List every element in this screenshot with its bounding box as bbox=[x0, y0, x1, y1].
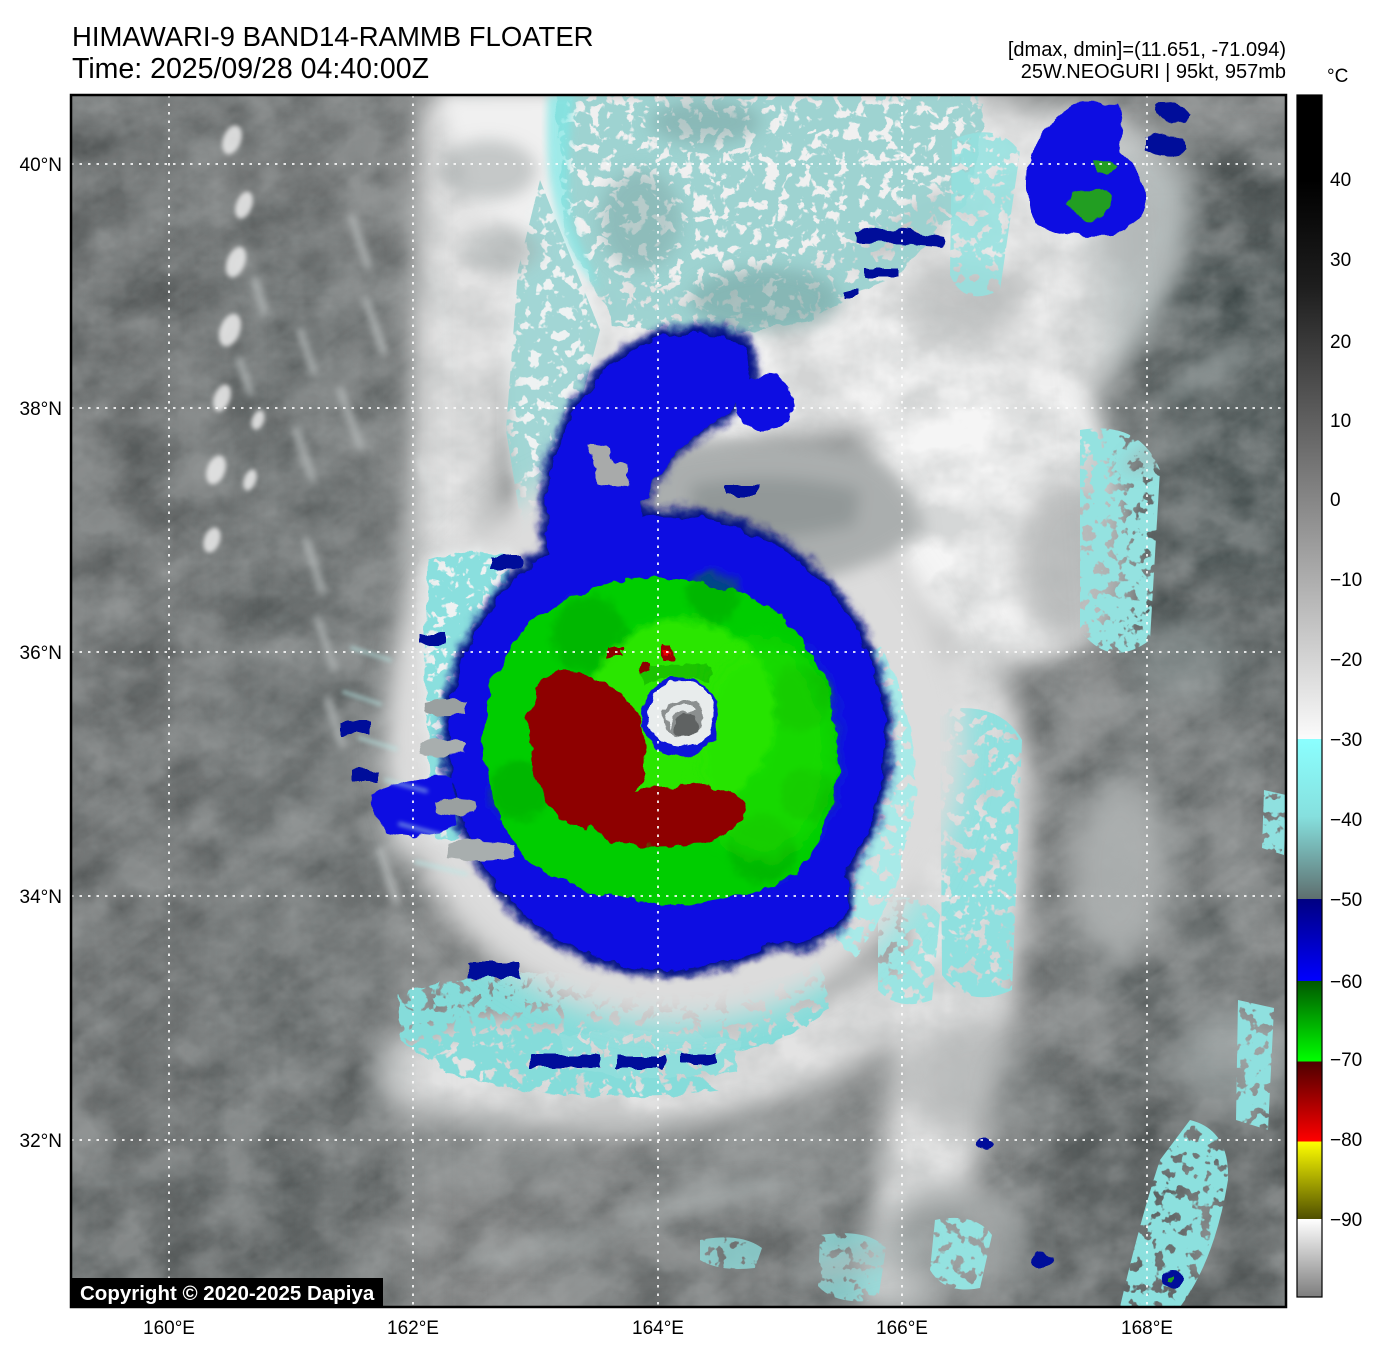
svg-text:166°E: 166°E bbox=[876, 1318, 928, 1339]
svg-text:30: 30 bbox=[1330, 250, 1351, 271]
svg-text:−60: −60 bbox=[1330, 972, 1362, 993]
svg-text:−80: −80 bbox=[1330, 1130, 1362, 1151]
svg-text:−90: −90 bbox=[1330, 1210, 1362, 1231]
svg-text:−20: −20 bbox=[1330, 650, 1362, 671]
svg-text:10: 10 bbox=[1330, 411, 1351, 432]
svg-text:40: 40 bbox=[1330, 170, 1351, 191]
svg-text:−10: −10 bbox=[1330, 570, 1362, 591]
svg-text:32°N: 32°N bbox=[20, 1131, 62, 1152]
svg-text:0: 0 bbox=[1330, 490, 1341, 511]
svg-text:°C: °C bbox=[1327, 66, 1348, 87]
svg-text:20: 20 bbox=[1330, 332, 1351, 353]
svg-text:−30: −30 bbox=[1330, 730, 1362, 751]
svg-text:38°N: 38°N bbox=[20, 399, 62, 420]
svg-text:[dmax, dmin]=(11.651, -71.094): [dmax, dmin]=(11.651, -71.094) bbox=[1008, 39, 1286, 61]
svg-text:HIMAWARI-9 BAND14-RAMMB FLOATE: HIMAWARI-9 BAND14-RAMMB FLOATER bbox=[72, 21, 594, 52]
svg-text:−70: −70 bbox=[1330, 1050, 1362, 1071]
svg-text:−50: −50 bbox=[1330, 890, 1362, 911]
svg-text:25W.NEOGURI | 95kt, 957mb: 25W.NEOGURI | 95kt, 957mb bbox=[1021, 61, 1286, 83]
svg-text:168°E: 168°E bbox=[1121, 1318, 1173, 1339]
svg-text:36°N: 36°N bbox=[20, 643, 62, 664]
svg-text:Copyright © 2020-2025 Dapiya: Copyright © 2020-2025 Dapiya bbox=[80, 1282, 375, 1305]
svg-text:Time: 2025/09/28 04:40:00Z: Time: 2025/09/28 04:40:00Z bbox=[72, 53, 429, 85]
svg-text:160°E: 160°E bbox=[143, 1318, 195, 1339]
svg-text:162°E: 162°E bbox=[387, 1318, 439, 1339]
svg-text:−40: −40 bbox=[1330, 810, 1362, 831]
svg-text:164°E: 164°E bbox=[632, 1318, 684, 1339]
svg-text:34°N: 34°N bbox=[20, 887, 62, 908]
svg-text:40°N: 40°N bbox=[20, 155, 62, 176]
